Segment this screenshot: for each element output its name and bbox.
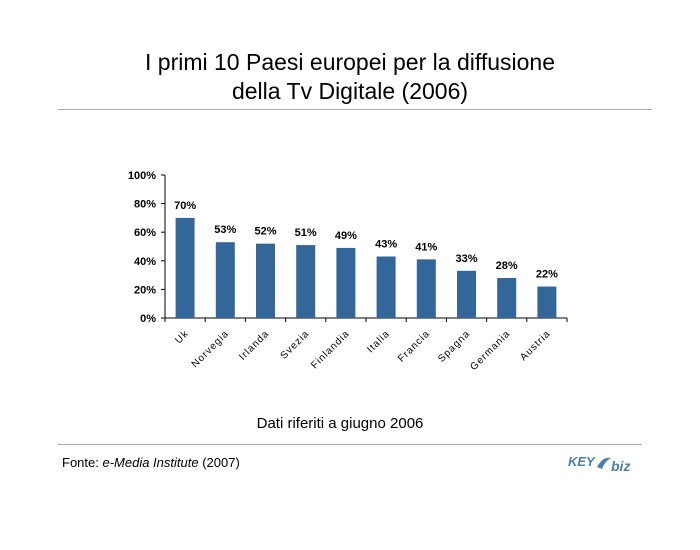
bar-chart: 0% 20% 40% 60% 80% 100% 70% 53% 52% 51% 49% 43% 41%… (128, 170, 568, 373)
bar (296, 245, 316, 318)
top-divider (58, 109, 652, 110)
source-name: e-Media Institute (102, 455, 199, 470)
category-label: Norvegia (190, 328, 232, 370)
bar (537, 286, 557, 318)
y-tick-label: 60% (134, 227, 156, 239)
category-label: Finlandia (309, 328, 352, 371)
bar (416, 259, 436, 318)
bar-value-label: 22% (536, 269, 558, 281)
category-label: Germania (468, 328, 512, 372)
bar (497, 277, 517, 318)
y-tick-label: 80% (134, 199, 156, 211)
source-prefix: Fonte: (62, 455, 103, 470)
category-label: Italia (365, 328, 392, 355)
source-suffix: (2007) (198, 455, 240, 470)
bar (376, 256, 396, 318)
key4biz-logo: KEY biz (568, 454, 630, 474)
logo-swoosh-icon (597, 457, 611, 469)
bar-value-label: 70% (174, 200, 196, 212)
bar (256, 243, 275, 318)
category-label: Francia (396, 328, 432, 364)
bar-value-label: 53% (214, 224, 236, 236)
category-label: Irlanda (237, 328, 271, 362)
value-labels: 70% 53% 52% 51% 49% 43% 41% 33% 28% 22% (174, 200, 558, 281)
category-label: Uk (173, 328, 191, 346)
y-tick-label: 0% (140, 313, 156, 325)
bar-value-label: 52% (254, 226, 276, 238)
bar (457, 270, 476, 318)
category-label: Austria (518, 328, 553, 363)
bar (336, 247, 356, 318)
chart-title: I primi 10 Paesi europei per la diffusio… (0, 48, 700, 106)
bar (215, 242, 235, 318)
category-label: Svezia (279, 328, 312, 361)
y-axis: 0% 20% 40% 60% 80% 100% (128, 170, 166, 325)
bars (175, 217, 557, 318)
bar-value-label: 41% (415, 241, 437, 253)
bar (175, 217, 195, 318)
chart-title-line-2: della Tv Digitale (2006) (231, 78, 469, 104)
bar-value-label: 49% (335, 230, 357, 242)
source-credit: Fonte: e-Media Institute (2007) (62, 455, 240, 470)
bottom-divider (58, 444, 642, 445)
y-tick-label: 40% (134, 256, 156, 268)
data-note: Dati riferiti a giugno 2006 (256, 415, 424, 432)
y-tick-label: 20% (134, 284, 156, 296)
bar-value-label: 33% (455, 253, 477, 265)
bar-value-label: 28% (496, 260, 518, 272)
bar-value-label: 43% (375, 239, 397, 251)
logo-key-text: KEY (568, 454, 596, 469)
x-axis (164, 317, 568, 322)
chart-title-line-1: I primi 10 Paesi europei per la diffusio… (145, 49, 555, 75)
category-label: Spagna (436, 328, 472, 364)
logo-biz-text: biz (611, 458, 630, 474)
bar-value-label: 51% (295, 227, 317, 239)
y-tick-label: 100% (128, 170, 156, 182)
